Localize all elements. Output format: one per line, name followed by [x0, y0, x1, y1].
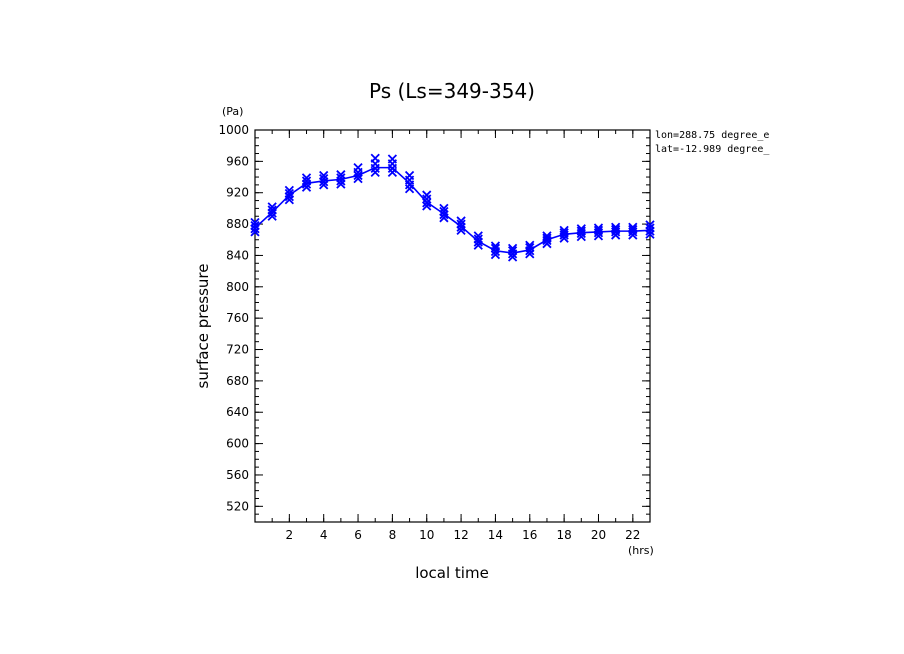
data-point-marker — [576, 226, 586, 236]
x-tick-label: 4 — [320, 528, 328, 542]
x-tick-label: 16 — [522, 528, 537, 542]
y-tick-label: 680 — [226, 374, 249, 388]
data-point-marker — [473, 234, 483, 244]
data-point-marker — [645, 220, 655, 230]
data-point-marker — [336, 170, 346, 180]
x-tick-label: 8 — [389, 528, 397, 542]
y-tick-label: 560 — [226, 468, 249, 482]
y-tick-label: 960 — [226, 154, 249, 168]
data-point-marker — [404, 170, 415, 181]
y-tick-label: 840 — [226, 248, 249, 262]
x-tick-label: 14 — [488, 528, 503, 542]
data-point-marker — [593, 225, 604, 235]
data-point-marker — [336, 173, 346, 183]
data-point-marker — [370, 153, 380, 163]
data-point-marker — [611, 224, 621, 235]
x-unit-label: (hrs) — [628, 544, 654, 557]
y-tick-label: 920 — [226, 186, 249, 200]
data-point-marker — [319, 170, 329, 181]
data-point-marker — [576, 224, 586, 234]
data-point-marker — [422, 194, 432, 204]
data-point-marker — [628, 224, 638, 235]
data-point-marker — [250, 221, 260, 231]
data-point-marker — [593, 223, 604, 233]
series-line — [254, 166, 651, 254]
y-tick-label: 800 — [226, 280, 249, 294]
x-tick-label: 22 — [625, 528, 640, 542]
y-tick-label: 1000 — [218, 123, 249, 137]
annotation-lon: lon=288.75 degree_e — [655, 130, 769, 141]
chart-title: Ps (Ls=349-354) — [369, 79, 535, 103]
x-tick-label: 20 — [591, 528, 606, 542]
data-point-marker — [611, 222, 621, 232]
x-tick-label: 6 — [354, 528, 362, 542]
data-point-marker — [387, 154, 398, 164]
y-tick-label: 760 — [226, 311, 249, 325]
data-point-marker — [284, 188, 294, 199]
data-point-marker — [439, 206, 449, 217]
data-point-marker — [559, 225, 569, 235]
y-tick-label: 720 — [226, 343, 249, 357]
data-point-marker — [353, 162, 363, 173]
data-point-marker — [507, 243, 518, 254]
y-axis-label: surface pressure — [194, 264, 212, 389]
x-tick-label: 2 — [286, 528, 294, 542]
x-tick-label: 18 — [556, 528, 571, 542]
data-point-marker — [422, 190, 432, 200]
plot-frame — [254, 129, 651, 523]
y-tick-label: 600 — [226, 437, 249, 451]
data-point-marker — [301, 173, 312, 183]
data-point-marker — [267, 205, 277, 215]
y-tick-label: 520 — [226, 499, 249, 513]
data-point-marker — [628, 222, 638, 232]
y-tick-label: 880 — [226, 217, 249, 231]
x-tick-label: 10 — [419, 528, 434, 542]
annotation-lat: lat=-12.989 degree_ — [655, 144, 770, 155]
plot-area: 520 560 600 640 680 720 760 800 840 880 920 960 1000… — [218, 123, 655, 542]
data-point-marker — [439, 203, 449, 214]
data-point-marker — [456, 219, 466, 229]
y-unit-label: (Pa) — [222, 105, 243, 118]
x-tick-label: 12 — [453, 528, 468, 542]
x-axis-label: local time — [415, 564, 489, 582]
y-tick-label: 640 — [226, 405, 249, 419]
